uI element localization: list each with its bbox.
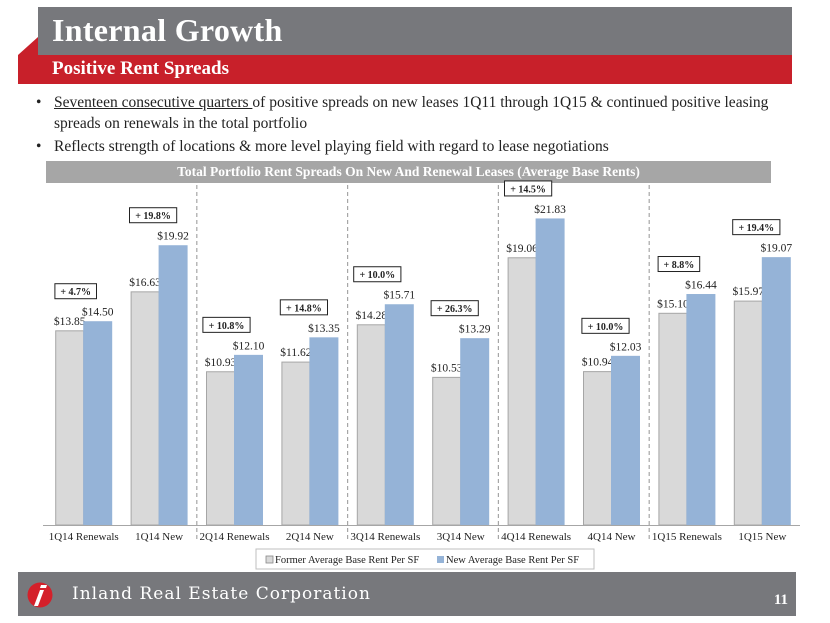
data-label: $16.63 — [129, 276, 161, 289]
legend-label-former: Former Average Base Rent Per SF — [275, 555, 419, 566]
title-bar — [38, 7, 792, 55]
bullet-emphasis: Seventeen consecutive quarters — [54, 94, 253, 111]
bullet-text: of positive spreads on new leases 1Q11 t… — [54, 94, 769, 132]
spread-annotation: + 10.8% — [209, 321, 245, 332]
spread-annotation-box — [581, 317, 630, 334]
data-label: $13.29 — [459, 323, 491, 336]
data-label: $21.83 — [534, 203, 566, 216]
bar-former — [432, 376, 462, 526]
spread-annotation-box — [202, 316, 251, 333]
bullet-text: Reflects strength of locations & more le… — [54, 138, 609, 155]
bar-new — [83, 321, 113, 526]
spread-annotation-box — [54, 283, 97, 300]
spread-annotation: + 19.8% — [135, 211, 171, 222]
data-label: $15.71 — [383, 289, 415, 302]
bar-former — [55, 330, 85, 526]
spread-annotation-box — [732, 219, 781, 236]
bar-former — [583, 371, 612, 526]
data-label: $15.97 — [732, 285, 764, 298]
x-tick-label: 1Q14 New — [135, 531, 183, 543]
legend-swatch-former — [265, 555, 274, 564]
spread-annotation-box — [279, 299, 328, 316]
data-label: $12.10 — [233, 339, 265, 352]
data-label: $16.44 — [685, 279, 717, 292]
x-tick-label: 1Q15 New — [738, 531, 786, 543]
x-tick-label: 1Q14 Renewals — [49, 531, 119, 543]
data-label: $10.94 — [582, 356, 614, 369]
bar-former — [658, 312, 688, 526]
page-subtitle: Positive Rent Spreads — [52, 58, 229, 79]
spread-annotation: + 4.7% — [60, 287, 91, 298]
subtitle-wedge — [18, 37, 38, 55]
bullet-item: Seventeen consecutive quarters of positi… — [36, 92, 816, 134]
bar-former — [206, 371, 235, 526]
x-tick-label: 4Q14 Renewals — [501, 531, 571, 543]
data-label: $10.93 — [205, 356, 237, 369]
data-label: $19.06 — [506, 242, 538, 255]
legend-label-new: New Average Base Rent Per SF — [446, 555, 579, 566]
spread-annotation-box — [430, 300, 479, 317]
x-tick-label: 2Q14 New — [286, 531, 334, 543]
page-title: Internal Growth — [52, 12, 283, 48]
x-tick-label: 3Q14 New — [437, 531, 485, 543]
data-label: $12.03 — [610, 340, 642, 353]
legend — [255, 548, 595, 570]
spread-annotation: + 10.0% — [359, 270, 395, 281]
spread-annotation: + 26.3% — [437, 304, 473, 315]
chart-title: Total Portfolio Rent Spreads On New And … — [46, 161, 771, 183]
legend-swatch-new — [437, 556, 444, 563]
spread-annotation-box — [504, 180, 553, 197]
data-label: $19.92 — [157, 230, 189, 243]
company-name: Inland Real Estate Corporation — [72, 584, 371, 604]
bar-former — [356, 324, 386, 526]
page-number: 11 — [773, 592, 788, 608]
x-tick-label: 3Q14 Renewals — [350, 531, 420, 543]
data-label: $14.28 — [355, 309, 387, 322]
spread-annotation: + 10.0% — [588, 322, 624, 333]
data-label: $10.53 — [431, 361, 463, 374]
bar-new — [686, 294, 716, 526]
bar-new — [234, 354, 263, 526]
bar-former — [507, 257, 537, 526]
subtitle-bar — [18, 55, 792, 84]
spread-annotation: + 8.8% — [664, 260, 695, 271]
bar-new — [611, 355, 640, 526]
bar-new — [158, 245, 188, 526]
bar-new — [460, 338, 490, 526]
spread-annotation-box — [129, 207, 178, 224]
bullet-list: Seventeen consecutive quarters of positi… — [36, 92, 816, 159]
bar-new — [309, 337, 339, 526]
bar-new — [535, 218, 565, 526]
bar-former — [130, 291, 160, 526]
bar-former — [733, 300, 763, 526]
spread-annotation-box — [353, 266, 402, 283]
x-tick-label: 1Q15 Renewals — [652, 531, 722, 543]
spread-annotation-box — [657, 256, 701, 273]
data-label: $19.07 — [760, 242, 792, 255]
bullet-item: Reflects strength of locations & more le… — [36, 136, 816, 157]
spread-annotation: + 14.8% — [286, 303, 322, 314]
data-label: $13.35 — [308, 322, 340, 335]
spread-annotation: + 14.5% — [510, 184, 546, 195]
bar-new — [384, 304, 414, 526]
data-label: $15.10 — [657, 297, 689, 310]
bar-new — [761, 257, 791, 526]
data-label: $13.85 — [54, 315, 86, 328]
x-tick-label: 2Q14 Renewals — [200, 531, 270, 543]
data-label: $14.50 — [82, 306, 114, 319]
company-logo-icon — [27, 582, 53, 608]
footer-bar — [18, 572, 796, 616]
x-tick-label: 4Q14 New — [588, 531, 636, 543]
bar-former — [281, 361, 311, 526]
spread-annotation: + 19.4% — [738, 223, 774, 234]
data-label: $11.62 — [280, 346, 311, 359]
